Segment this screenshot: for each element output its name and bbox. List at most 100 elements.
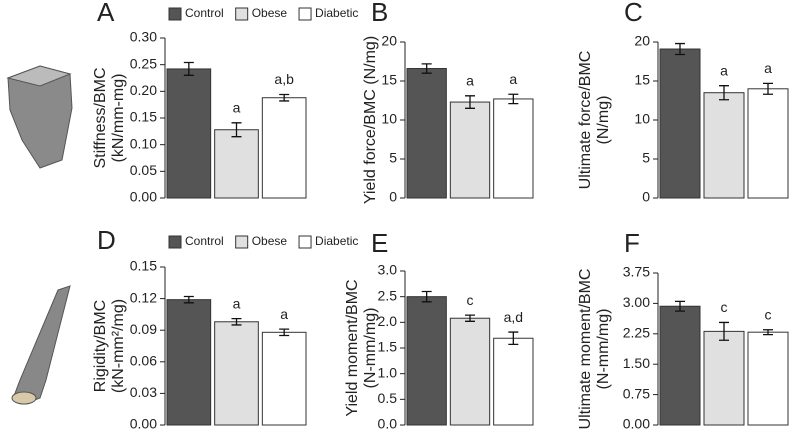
bar: [449, 317, 491, 426]
bar: [493, 98, 534, 199]
y-tick-label: 0.25: [130, 55, 157, 71]
y-tick-label: 0.5: [378, 390, 398, 406]
bar: [747, 88, 789, 199]
bar: [703, 92, 745, 199]
legend-label: Control: [185, 6, 224, 20]
y-tick-label: 0.15: [130, 258, 157, 274]
y-axis-label: Rigidity/BMC: [92, 300, 109, 392]
panel-letter: D: [97, 225, 116, 255]
error-bar: [183, 61, 194, 76]
bone-shaft: [11, 285, 71, 405]
y-axis-label: Yield moment/BMC: [344, 279, 361, 416]
y-tick-label: 5: [389, 150, 397, 166]
y-axis-label: (N-mm/mg): [595, 309, 612, 390]
error-bar: [719, 321, 729, 341]
bar: [214, 129, 259, 199]
y-tick-label: 0.05: [130, 162, 157, 178]
error-bar: [508, 93, 519, 105]
y-axis-label: (kN/mm-mg): [110, 74, 127, 163]
y-axis-label: (kN-mm²/mg): [110, 299, 127, 393]
error-bar: [279, 328, 290, 337]
y-axis-label: (N/mg): [595, 96, 612, 145]
bar-annotation: a,b: [274, 71, 294, 87]
panel-letter: F: [624, 228, 640, 258]
y-tick-label: 3.00: [623, 294, 650, 310]
bar: [493, 337, 534, 426]
bar: [703, 330, 745, 426]
error-bar: [231, 122, 242, 138]
bar: [659, 48, 701, 199]
y-tick-label: 2.25: [623, 325, 650, 341]
y-tick-label: 1.5: [378, 339, 398, 355]
y-axis-label: Ultimate moment/BMC: [577, 269, 594, 430]
legend-swatch: [235, 7, 249, 21]
panel-letter: C: [624, 0, 643, 27]
y-tick-label: 0.20: [130, 82, 157, 98]
legend-label: Diabetic: [315, 6, 358, 20]
bar-annotation: a: [466, 73, 474, 89]
y-tick-label: 20: [634, 33, 650, 49]
bar-annotation: a: [509, 71, 517, 87]
legend-label: Obese: [252, 234, 288, 248]
bar: [659, 305, 701, 426]
bar: [449, 101, 491, 199]
y-tick-label: 15: [381, 72, 397, 88]
y-tick-label: 0.10: [130, 135, 157, 151]
error-bar: [231, 317, 242, 326]
bar-annotation: c: [765, 306, 772, 322]
y-tick-label: 0.06: [130, 353, 157, 369]
error-bar: [719, 85, 729, 101]
legend-swatch: [168, 7, 182, 21]
error-bar: [675, 300, 685, 312]
y-tick-label: 3.75: [623, 264, 650, 280]
error-bar: [183, 295, 194, 304]
bar-annotation: a: [720, 62, 728, 78]
y-tick-label: 10: [634, 111, 650, 127]
y-axis-label: Ultimate force/BMC: [577, 51, 594, 190]
error-bar: [763, 329, 773, 336]
y-tick-label: 20: [381, 33, 397, 49]
panel-letter: B: [371, 0, 388, 27]
bar-annotation: c: [721, 299, 728, 315]
bar: [406, 68, 447, 199]
legend-swatch: [168, 235, 182, 249]
error-bar: [465, 95, 475, 109]
bar-annotation: a: [280, 306, 288, 322]
legend-label: Control: [185, 234, 224, 248]
error-bar: [508, 331, 519, 346]
bone-cross-section: [6, 65, 73, 169]
bar-annotation: a: [764, 60, 772, 76]
y-axis-label: Stiffness/BMC: [92, 67, 109, 168]
y-tick-label: 0: [389, 189, 397, 205]
y-tick-label: 10: [381, 111, 397, 127]
panel-letter: E: [371, 228, 388, 258]
error-bar: [279, 93, 290, 102]
bar-annotation: a: [233, 295, 241, 311]
y-tick-label: 2.0: [378, 313, 398, 329]
y-axis-label: (N-mm/mg): [362, 308, 379, 389]
bar: [406, 296, 447, 426]
error-bar: [421, 63, 432, 74]
y-tick-label: 0: [642, 189, 650, 205]
y-tick-label: 0.15: [130, 109, 157, 125]
y-tick-label: 0.00: [130, 189, 157, 205]
bar: [166, 299, 212, 426]
legend-label: Diabetic: [315, 234, 358, 248]
y-tick-label: 0.00: [130, 416, 157, 432]
y-tick-label: 5: [642, 150, 650, 166]
y-tick-label: 0.00: [623, 416, 650, 432]
bar: [214, 321, 259, 426]
error-bar: [763, 82, 773, 95]
bar-annotation: c: [467, 292, 474, 308]
y-tick-label: 3.0: [378, 262, 398, 278]
y-tick-label: 1.50: [623, 355, 650, 371]
bar-annotation: a,d: [504, 309, 523, 325]
y-tick-label: 0.30: [130, 29, 157, 45]
legend-swatch: [235, 235, 249, 249]
bar: [166, 68, 212, 199]
y-axis-label: Yield force/BMC (N/mg): [362, 36, 379, 204]
y-tick-label: 1.0: [378, 364, 398, 380]
legend-swatch: [298, 7, 312, 21]
panel-letter: A: [97, 0, 115, 27]
